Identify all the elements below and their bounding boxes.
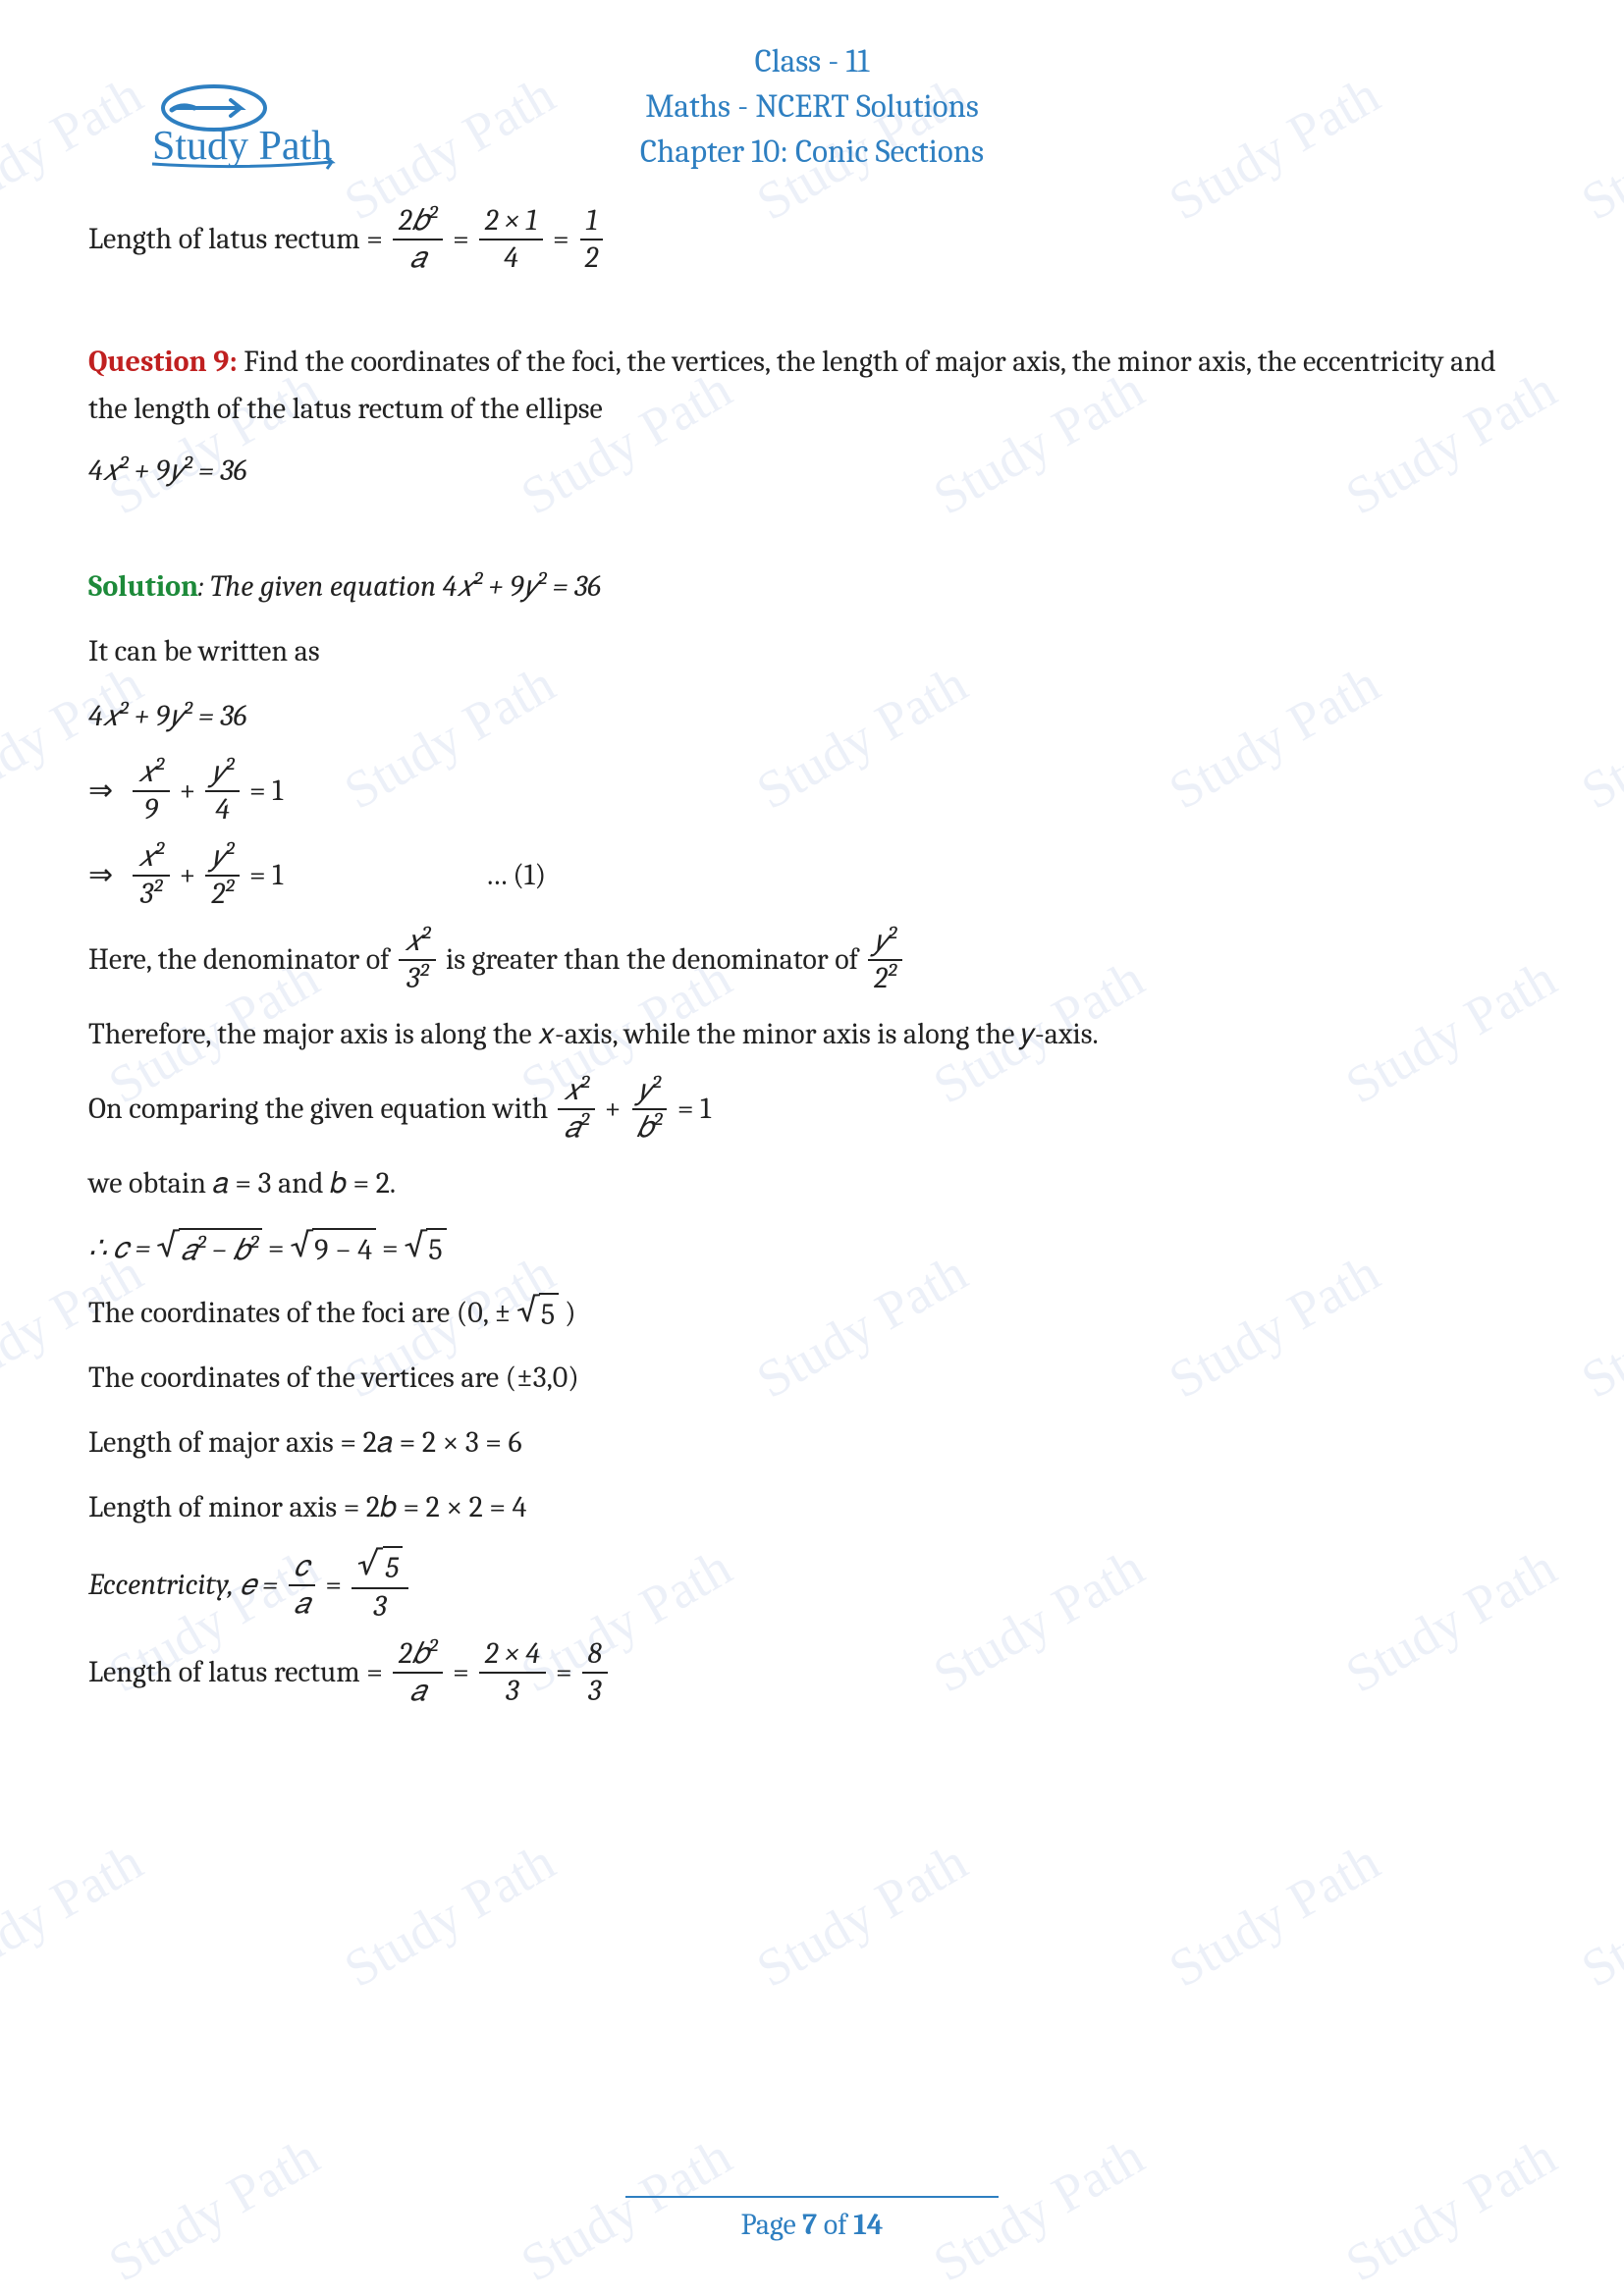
obtain-line: we obtain 𝑎 = 3 and 𝑏 = 2.	[88, 1157, 1536, 1210]
footer-total: 14	[853, 2208, 883, 2242]
question-equation: 4𝑥² + 9𝑦² = 36	[88, 445, 1536, 498]
brand-logo: Study Path	[147, 79, 339, 172]
eccentricity-line: Eccentricity, 𝑒 = 𝑐𝑎 = √5 3	[88, 1546, 1536, 1625]
sqrt-icon: √	[516, 1293, 539, 1327]
therefore-line: Therefore, the major axis is along the 𝑥…	[88, 1008, 1536, 1061]
question-label: Question 9:	[88, 345, 238, 379]
text: Length of latus rectum =	[88, 213, 383, 266]
implies-icon: ⇒	[88, 765, 113, 818]
foci-line: The coordinates of the foci are (0, ± √5…	[88, 1287, 1536, 1340]
question-block: Question 9: Find the coordinates of the …	[88, 339, 1536, 433]
page-footer: Page 7 of 14	[625, 2196, 999, 2242]
major-axis-line: Length of major axis = 2𝑎 = 2 × 3 = 6	[88, 1416, 1536, 1469]
vertices-line: The coordinates of the vertices are (±3,…	[88, 1352, 1536, 1405]
eq-original: 4𝑥² + 9𝑦² = 36	[88, 690, 1536, 743]
footer-mid: of	[817, 2208, 853, 2242]
solution-intro: Solution: The given equation 4𝑥² + 9𝑦² =…	[88, 561, 1536, 614]
minor-axis-line: Length of minor axis = 2𝑏 = 2 × 2 = 4	[88, 1481, 1536, 1534]
sqrt-icon: √	[156, 1228, 179, 1262]
denominator-compare: Here, the denominator of 𝑥²3² is greater…	[88, 924, 1536, 996]
step-1: ⇒ 𝑥²9 + 𝑦²4 = 1	[88, 755, 1536, 828]
sqrt-icon: √	[405, 1228, 427, 1262]
written-as: It can be written as	[88, 625, 1536, 678]
footer-page: 7	[802, 2208, 817, 2242]
eq-tag: … (1)	[485, 849, 546, 902]
implies-icon: ⇒	[88, 849, 113, 902]
svg-text:Study Path: Study Path	[152, 124, 332, 169]
sqrt-icon: √	[290, 1228, 312, 1262]
latus-rectum-line: Length of latus rectum = 2𝑏²𝑎 = 2 × 43 =…	[88, 1636, 1536, 1709]
c-line: ∴ 𝑐 = √𝑎² − 𝑏² = √9 − 4 = √5	[88, 1222, 1536, 1275]
solution-intro-text: : The given equation 4𝑥² + 9𝑦² = 36	[198, 569, 601, 604]
compare-line: On comparing the given equation with 𝑥²𝑎…	[88, 1073, 1536, 1146]
footer-prefix: Page	[741, 2208, 803, 2242]
solution-label: Solution	[88, 569, 198, 604]
sqrt-icon: √	[357, 1546, 383, 1580]
question-text: Find the coordinates of the foci, the ve…	[88, 345, 1496, 426]
prev-latus-rectum-line: Length of latus rectum = 2𝑏²𝑎 = 2 × 14 =…	[88, 203, 1536, 276]
step-2: ⇒ 𝑥²3² + 𝑦²2² = 1 … (1)	[88, 839, 1536, 912]
